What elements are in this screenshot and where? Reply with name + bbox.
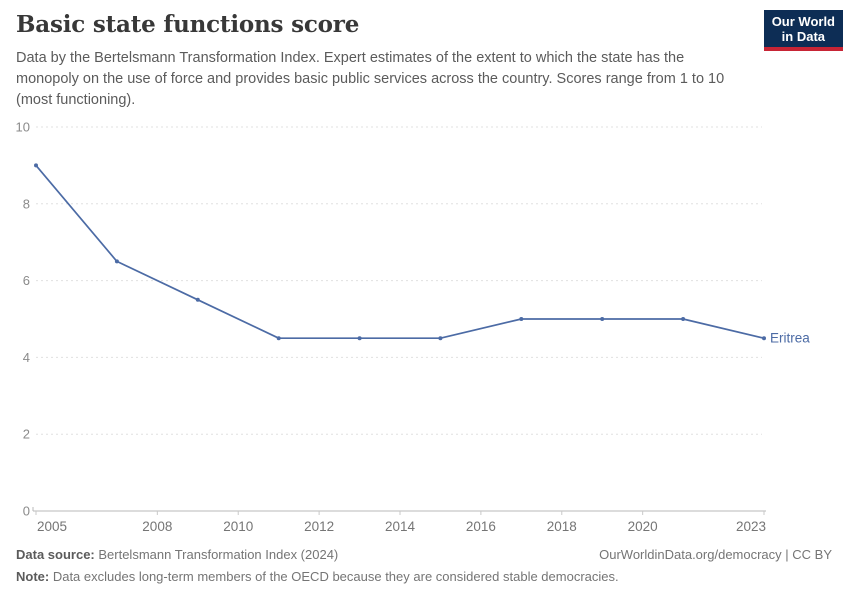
footer-link[interactable]: OurWorldinData.org/democracy | CC BY xyxy=(599,547,832,562)
y-tick-label: 0 xyxy=(23,504,30,519)
owid-logo-line1: Our World xyxy=(771,14,835,29)
chart-subtitle: Data by the Bertelsmann Transformation I… xyxy=(16,50,725,108)
data-source-label: Data source: xyxy=(16,547,95,562)
owid-logo-line2: in Data xyxy=(781,29,826,44)
owid-logo: Our World in Data xyxy=(763,10,843,51)
x-tick-label: 2020 xyxy=(628,519,658,534)
x-tick-label: 2014 xyxy=(385,519,416,534)
data-point[interactable] xyxy=(519,317,524,321)
data-point[interactable] xyxy=(681,317,686,321)
y-tick-label: 8 xyxy=(23,196,30,211)
y-tick-label: 6 xyxy=(23,273,30,288)
x-tick-label: 2018 xyxy=(547,519,577,534)
series-end-label: Eritrea xyxy=(770,331,810,346)
data-point[interactable] xyxy=(195,297,200,302)
data-point[interactable] xyxy=(438,336,443,341)
chart-note: Note: Data excludes long-term members of… xyxy=(16,569,619,584)
data-source-value: Bertelsmann Transformation Index (2024) xyxy=(94,547,339,562)
note-value: Data excludes long-term members of the O… xyxy=(49,569,619,584)
x-tick-label: 2005 xyxy=(37,519,67,534)
line-chart: 0 2 4 6 8 10 2005 2008 2010 2012 2014 2016 2018 2020 2… xyxy=(16,120,811,535)
data-source-text: Data source: Bertelsmann Transformation … xyxy=(16,547,338,562)
x-tick-label: 2008 xyxy=(142,519,172,534)
chart-footer: Data source: Bertelsmann Transformation … xyxy=(16,547,832,562)
y-tick-label: 2 xyxy=(23,427,30,442)
data-point[interactable] xyxy=(114,259,119,264)
note-label: Note: xyxy=(16,569,50,584)
y-tick-label: 4 xyxy=(23,350,30,365)
data-point[interactable] xyxy=(762,336,766,341)
x-tick-label: 2010 xyxy=(223,519,253,534)
x-tick-label: 2016 xyxy=(466,519,496,534)
page-title: Basic state functions score xyxy=(16,11,360,38)
x-tick-label: 2012 xyxy=(304,519,334,534)
x-tick-label: 2023 xyxy=(736,519,766,534)
data-point[interactable] xyxy=(600,317,605,321)
y-tick-label: 10 xyxy=(16,120,30,135)
data-point[interactable] xyxy=(34,163,38,168)
data-point[interactable] xyxy=(276,336,281,341)
data-point[interactable] xyxy=(357,336,362,341)
data-line-eritrea[interactable] xyxy=(35,164,765,340)
